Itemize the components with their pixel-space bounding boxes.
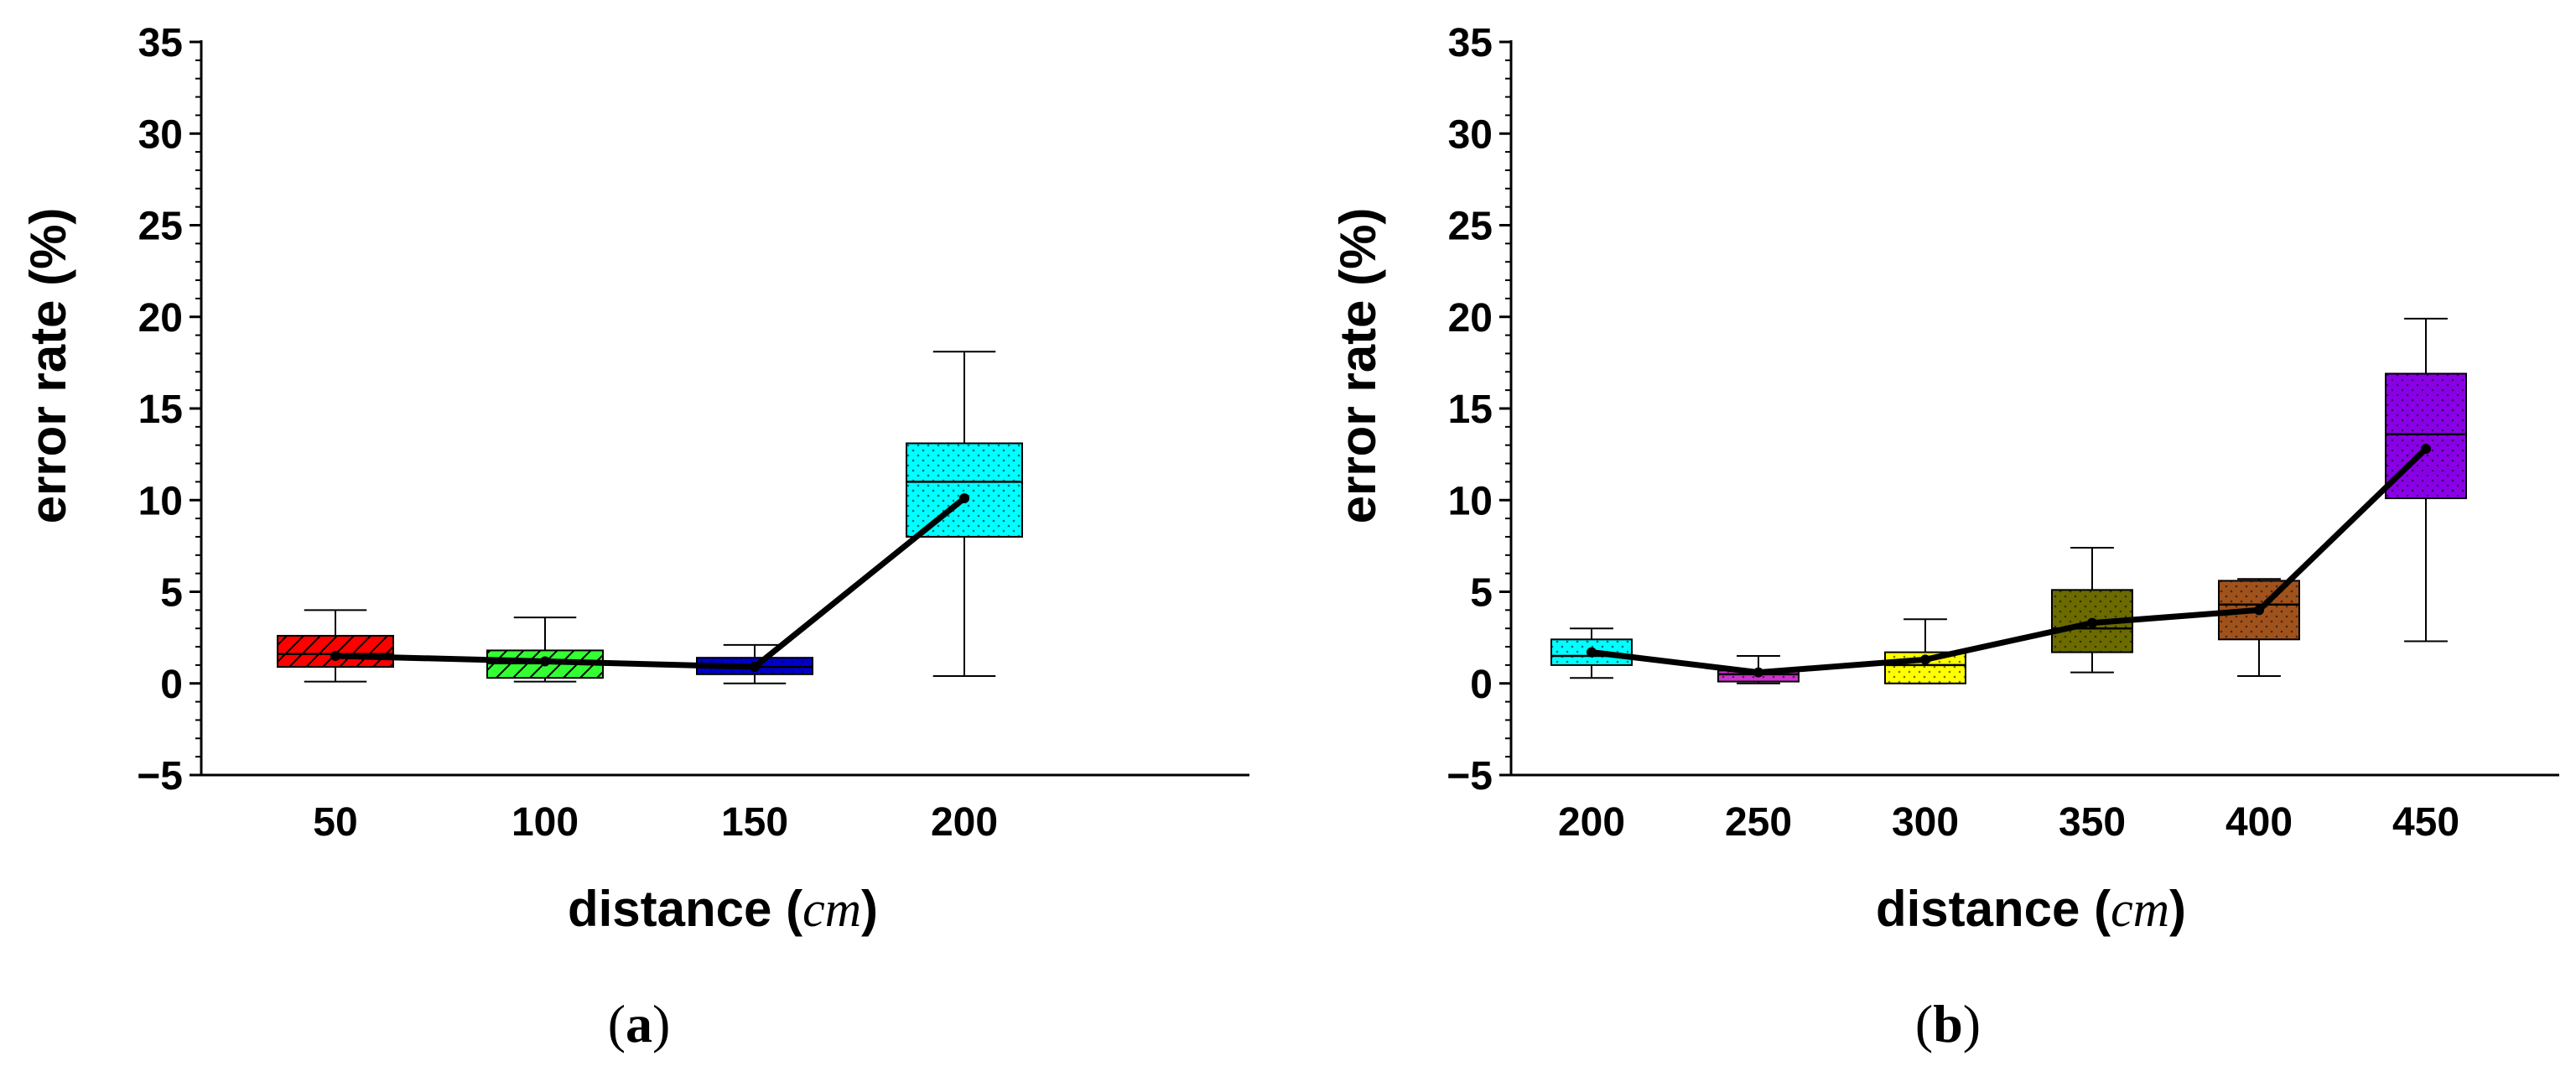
panel-b-x-tick-label: 450 — [2392, 800, 2459, 845]
panel-a-x-tick-label: 50 — [313, 800, 357, 845]
panel-b-box-400 — [2218, 578, 2300, 678]
panel-a-mean-point — [750, 662, 760, 673]
panel-b-mean-point — [2421, 444, 2431, 455]
panel-b-x-tick-label: 400 — [2225, 800, 2293, 845]
panel-a-mean-point — [959, 493, 969, 504]
panel-b-mean-line — [1588, 445, 2429, 676]
panel-a-y-tick-label: −5 — [137, 754, 183, 799]
panel-a-y-tick-label: 0 — [160, 663, 183, 707]
panel-b-mean-point — [1753, 667, 1763, 678]
panel-a-label: (a) — [608, 994, 671, 1054]
panel-a-x-tick-label: 100 — [512, 800, 579, 845]
panel-b-y-tick-label: 15 — [1448, 388, 1493, 432]
panel-b-mean-point — [1920, 654, 1930, 665]
panel-b-label: (b) — [1915, 994, 1981, 1054]
panel-b-x-tick-label: 250 — [1725, 800, 1792, 845]
panel-a-y-tick-label: 25 — [138, 205, 183, 249]
panel-b-box-200 — [1550, 627, 1633, 679]
panel-b-y-tick-label: 5 — [1470, 571, 1493, 616]
panel-b-y-tick-label: 20 — [1448, 296, 1493, 341]
panel-b-xlabel: distance (cm) — [1876, 881, 2186, 937]
panel-a-y-tick-label: 10 — [138, 479, 183, 523]
panel-a-xlabel: distance (cm) — [568, 881, 878, 937]
panel-a-mean-point — [540, 656, 550, 667]
panel-b-chart: error rate (%) distance (cm) (b) −5 0 5 10 1… — [1330, 21, 2559, 1054]
panel-b-box-350 — [2051, 547, 2133, 674]
panel-b-y-tick-label: −5 — [1446, 754, 1493, 799]
panel-b-y-tick-label: 10 — [1448, 479, 1493, 523]
panel-a-box-200 — [906, 351, 1023, 678]
panel-a-y-tick-label: 5 — [160, 571, 183, 616]
panel-a-ylabel: error rate (%) — [20, 208, 76, 524]
panel-b-x-tick-label: 300 — [1892, 800, 1959, 845]
panel-a-y-tick-label: 15 — [138, 388, 183, 432]
panel-b-ylabel: error rate (%) — [1330, 208, 1386, 524]
panel-a-mean-line — [332, 495, 968, 670]
panel-a-x-tick-label: 200 — [931, 800, 998, 845]
panel-a-x-tick-label: 150 — [721, 800, 788, 845]
panel-b-y-tick-label: 35 — [1448, 21, 1493, 65]
panel-b-mean-point — [1587, 647, 1597, 658]
panel-a-y-tick-label: 30 — [138, 112, 183, 157]
panel-a-box-100 — [486, 617, 604, 683]
panel-b-mean-point — [2087, 617, 2097, 628]
panel-b-x-tick-label: 200 — [1558, 800, 1625, 845]
panel-b-mean-point — [2254, 605, 2264, 616]
panel-a-mean-point — [330, 650, 340, 661]
panel-a-y-tick-label: 20 — [138, 296, 183, 341]
box-pattern — [906, 443, 1022, 537]
panel-a-y-tick-label: 35 — [138, 21, 183, 65]
panel-b-y-tick-label: 0 — [1470, 663, 1493, 707]
panel-a-box-50 — [277, 609, 394, 683]
panel-b-y-tick-label: 25 — [1448, 205, 1493, 249]
panel-b-x-tick-label: 350 — [2059, 800, 2126, 845]
panel-a-chart: error rate (%) distance (cm) (a) −5 0 5 10 1… — [20, 21, 1249, 1054]
panel-b-y-tick-label: 30 — [1448, 112, 1493, 157]
